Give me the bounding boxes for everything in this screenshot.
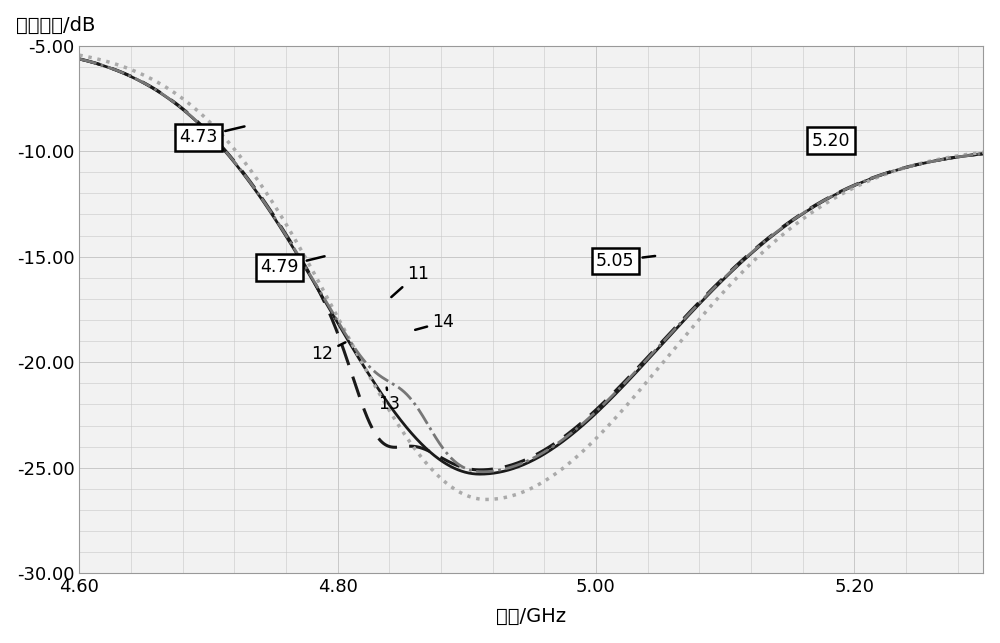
Text: 5.05: 5.05 — [596, 252, 655, 270]
Text: 4.73: 4.73 — [179, 127, 244, 147]
Text: 13: 13 — [378, 388, 400, 413]
Text: 5.20: 5.20 — [812, 132, 850, 150]
Text: 14: 14 — [415, 313, 454, 331]
Text: 4.79: 4.79 — [260, 257, 325, 276]
Text: 回波损耗/dB: 回波损耗/dB — [16, 16, 95, 35]
Text: 11: 11 — [391, 264, 429, 297]
Text: 12: 12 — [311, 342, 345, 363]
X-axis label: 频率/GHz: 频率/GHz — [496, 608, 566, 626]
